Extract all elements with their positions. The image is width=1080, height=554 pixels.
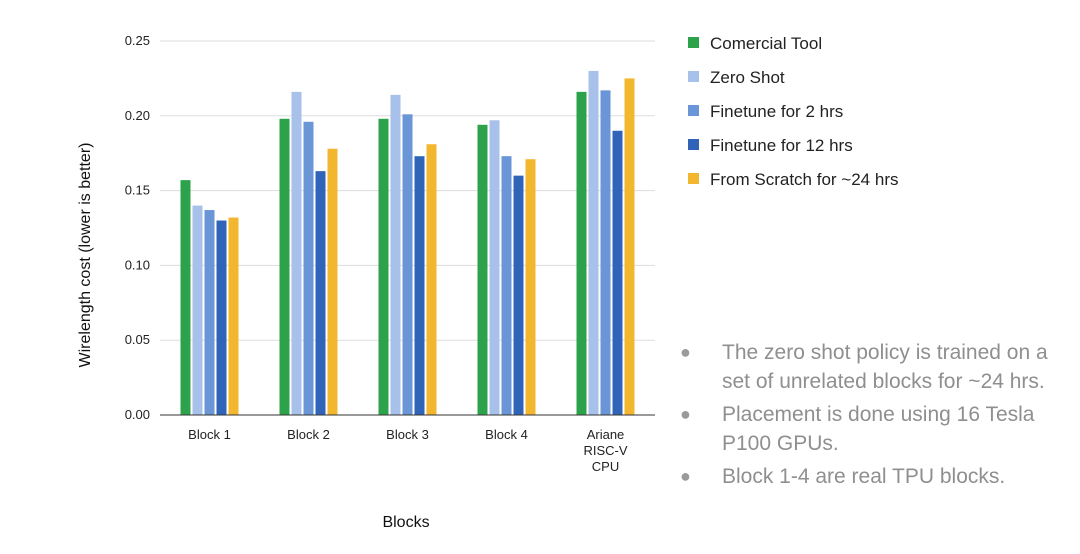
legend-swatch xyxy=(688,173,699,184)
x-tick-label: RISC-V xyxy=(583,443,627,458)
legend-item: Finetune for 2 hrs xyxy=(688,100,928,123)
y-tick-label: 0.05 xyxy=(125,332,150,347)
bullet-icon: ● xyxy=(680,466,691,486)
y-tick-label: 0.00 xyxy=(125,407,150,422)
bar xyxy=(600,90,611,416)
bar xyxy=(414,156,425,415)
bar xyxy=(489,120,500,416)
x-axis-ticks: Block 1 Block 2 Block 3 Block 4 ArianeRISC-V… xyxy=(188,427,628,474)
bar xyxy=(303,121,314,415)
y-axis-ticks: 0.00 0.05 0.10 0.15 0.20 0.25 xyxy=(125,33,150,422)
bar xyxy=(228,217,239,415)
legend-item: Zero Shot xyxy=(688,66,928,89)
y-tick-label: 0.10 xyxy=(125,257,150,272)
bar xyxy=(291,91,302,415)
note-item: ● The zero shot policy is trained on a se… xyxy=(680,338,1070,396)
bar xyxy=(204,210,215,415)
legend-swatch xyxy=(688,105,699,116)
bars xyxy=(180,70,635,416)
x-tick-label: Block 2 xyxy=(287,427,330,442)
notes-list: ● The zero shot policy is trained on a se… xyxy=(680,338,1070,495)
legend-swatch xyxy=(688,37,699,48)
bar xyxy=(180,180,191,415)
legend-label: Comercial Tool xyxy=(710,34,823,53)
bar xyxy=(576,91,587,415)
y-tick-label: 0.20 xyxy=(125,108,150,123)
x-tick-label: Ariane xyxy=(587,427,625,442)
bar xyxy=(525,159,536,415)
x-tick-label: CPU xyxy=(592,459,619,474)
legend-swatch xyxy=(688,139,699,150)
bar xyxy=(588,70,599,416)
bar xyxy=(402,114,413,415)
x-tick-label: Block 3 xyxy=(386,427,429,442)
x-tick-label: Block 1 xyxy=(188,427,231,442)
legend-swatch xyxy=(688,71,699,82)
bar xyxy=(390,94,401,415)
note-text: Block 1-4 are real TPU blocks. xyxy=(722,465,1006,488)
y-tick-label: 0.25 xyxy=(125,33,150,48)
note-item: ● Block 1-4 are real TPU blocks. xyxy=(680,462,1070,491)
legend-item: Comercial Tool xyxy=(688,32,928,55)
bar xyxy=(501,156,512,415)
legend-label: From Scratch for ~24 hrs xyxy=(710,170,899,189)
bar xyxy=(279,118,290,416)
bar xyxy=(216,220,227,415)
legend-item: From Scratch for ~24 hrs xyxy=(688,168,928,191)
bar xyxy=(192,205,203,415)
y-axis-title: Wirelength cost (lower is better) xyxy=(77,143,94,368)
legend-label: Finetune for 2 hrs xyxy=(710,102,844,121)
legend-item: Finetune for 12 hrs xyxy=(688,134,928,157)
bar xyxy=(612,130,623,415)
note-text: Placement is done using 16 Tesla P100 GP… xyxy=(722,403,1035,455)
bar xyxy=(477,124,488,415)
y-tick-label: 0.15 xyxy=(125,183,150,198)
bar xyxy=(624,78,635,416)
legend-label: Zero Shot xyxy=(710,68,785,87)
note-item: ● Placement is done using 16 Tesla P100 G… xyxy=(680,400,1070,458)
bullet-icon: ● xyxy=(680,404,691,424)
bar xyxy=(315,171,326,415)
chart-legend: Comercial Tool Zero Shot Finetune for 2 hr… xyxy=(688,32,928,202)
bar xyxy=(327,148,338,415)
bullet-icon: ● xyxy=(680,342,691,362)
x-axis-title: Blocks xyxy=(382,514,429,531)
note-text: The zero shot policy is trained on a set… xyxy=(722,341,1048,393)
x-tick-label: Block 4 xyxy=(485,427,528,442)
bar xyxy=(426,144,437,415)
bar xyxy=(513,175,524,415)
legend-label: Finetune for 12 hrs xyxy=(710,136,853,155)
bar xyxy=(378,118,389,416)
